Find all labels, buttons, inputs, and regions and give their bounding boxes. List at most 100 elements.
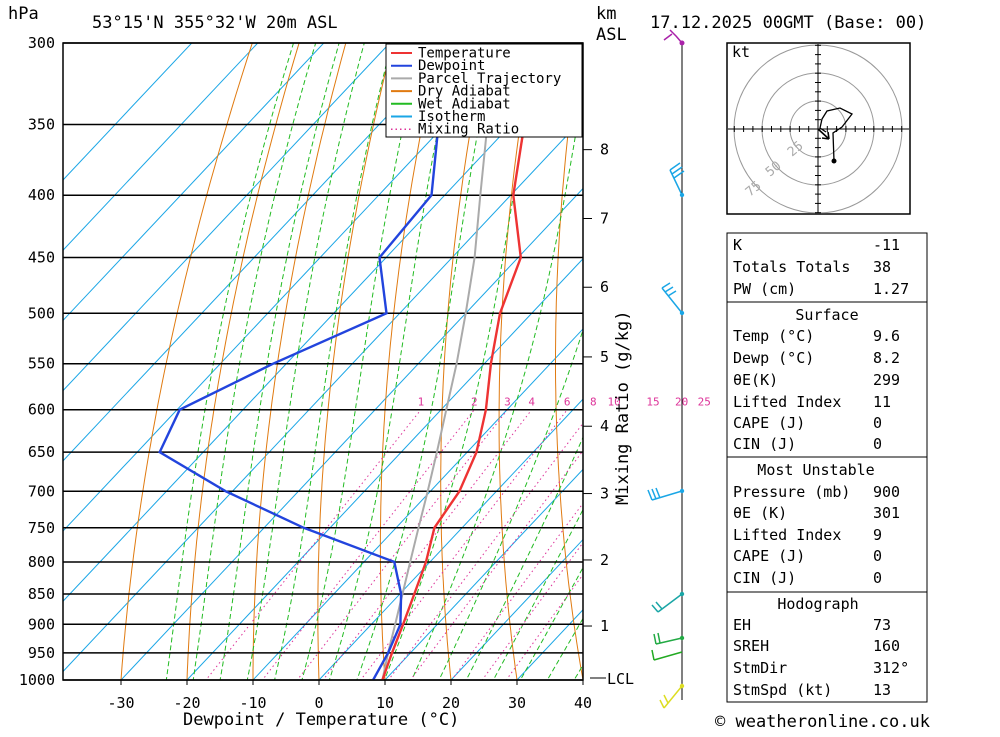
height-tick-label: 2 — [600, 551, 609, 569]
surface-dewp-value: 8.2 — [873, 349, 900, 367]
profile-series — [160, 43, 542, 680]
lcl-label: LCL — [607, 670, 634, 688]
pressure-tick-label: 800 — [28, 553, 55, 571]
mixing-ratio-line — [488, 410, 705, 706]
hodo-stmspd-value: 13 — [873, 681, 891, 699]
hodo-stmspd-label: StmSpd (kt) — [733, 681, 832, 699]
temperature-line — [382, 43, 541, 680]
wind-dot-850 — [680, 592, 684, 596]
hodograph-surface-point — [832, 159, 837, 164]
unit-asl: ASL — [596, 25, 627, 45]
temperature-tick-label: -30 — [107, 694, 134, 712]
temperature-tick-label: 30 — [508, 694, 526, 712]
surface-thetae-value: 299 — [873, 371, 900, 389]
mixing-ratio-label: 6 — [564, 396, 571, 409]
index-tt-value: 38 — [873, 258, 891, 276]
hodo-sreh-value: 160 — [873, 637, 900, 655]
wind-barb-850 — [652, 594, 682, 612]
pressure-tick-label: 450 — [28, 249, 55, 267]
copyright: © weatheronline.co.uk — [715, 712, 930, 732]
temperature-tick-label: 40 — [574, 694, 592, 712]
surface-title: Surface — [795, 306, 858, 324]
mixing-ratio-labels: 12346810152025 — [418, 396, 711, 409]
hodograph-unit: kt — [732, 43, 750, 61]
plot-frame — [63, 43, 583, 680]
pressure-tick-label: 900 — [28, 615, 55, 633]
pressure-tick-label: 950 — [28, 644, 55, 662]
mu-title: Most Unstable — [757, 461, 874, 479]
mixing-ratio-label: 3 — [504, 396, 511, 409]
wind-profile — [648, 30, 685, 708]
mixing-ratio-label: 15 — [646, 396, 659, 409]
index-tt-label: Totals Totals — [733, 258, 850, 276]
x-axis-title: Dewpoint / Temperature (°C) — [183, 710, 459, 730]
mixing-ratio-axis-title: Mixing Ratio (g/kg) — [613, 311, 633, 505]
mixing-ratio-line — [463, 410, 681, 706]
height-tick-label: 5 — [600, 348, 609, 366]
unit-km: km — [596, 4, 616, 24]
index-k-label: K — [733, 236, 742, 254]
mixing-ratio-label: 2 — [471, 396, 478, 409]
wind-dot-500 — [680, 311, 684, 315]
index-k-value: -11 — [873, 236, 900, 254]
pressure-tick-label: 350 — [28, 116, 55, 134]
index-pw-label: PW (cm) — [733, 280, 796, 298]
surface-temp-label: Temp (°C) — [733, 327, 814, 345]
mixing-ratio-line — [303, 410, 531, 706]
pressure-tick-label: 500 — [28, 304, 55, 322]
datetime-title: 17.12.2025 00GMT (Base: 00) — [650, 13, 926, 33]
height-tick-label: 1 — [600, 617, 609, 635]
hodo-eh-value: 73 — [873, 616, 891, 634]
hodograph: kt 25 50 75 — [727, 43, 910, 214]
pressure-tick-label: 1000 — [19, 671, 55, 689]
wet-adiabat-line — [163, 0, 325, 706]
pressure-tick-label: 300 — [28, 34, 55, 52]
wind-barb-925 — [654, 633, 682, 644]
surface-thetae-label: θE(K) — [733, 371, 778, 389]
pressure-axis: 3003504004505005506006507007508008509009… — [19, 34, 55, 689]
height-tick-label: 8 — [600, 141, 609, 159]
surface-cape-value: 0 — [873, 414, 882, 432]
dry-adiabat-line — [119, 0, 285, 706]
surface-li-label: Lifted Index — [733, 393, 841, 411]
wind-barb-1000 — [660, 686, 682, 708]
dry-adiabat-line — [951, 0, 1000, 706]
wind-barb-950 — [652, 650, 682, 660]
mixing-ratio-label: 25 — [698, 396, 711, 409]
height-tick-label: 4 — [600, 417, 609, 435]
surface-cape-label: CAPE (J) — [733, 414, 805, 432]
wind-barb-500 — [662, 283, 682, 313]
surface-dewp-label: Dewp (°C) — [733, 349, 814, 367]
mu-pressure-value: 900 — [873, 483, 900, 501]
hodo-stmdir-label: StmDir — [733, 659, 787, 677]
index-pw-value: 1.27 — [873, 280, 909, 298]
mu-cin-value: 0 — [873, 569, 882, 587]
pressure-tick-label: 700 — [28, 482, 55, 500]
surface-cin-value: 0 — [873, 435, 882, 453]
pressure-tick-label: 850 — [28, 585, 55, 603]
pressure-tick-label: 550 — [28, 355, 55, 373]
wind-dot-925 — [680, 636, 684, 640]
height-tick-label: 7 — [600, 209, 609, 227]
dry-adiabat-line — [663, 0, 721, 706]
hodograph-table-title: Hodograph — [777, 595, 858, 613]
mixing-ratio-label: 8 — [590, 396, 597, 409]
wind-dot-1000 — [680, 684, 684, 688]
surface-li-value: 11 — [873, 393, 891, 411]
wind-dot-700 — [680, 489, 684, 493]
mixing-ratio-line — [242, 410, 474, 706]
mu-li-label: Lifted Index — [733, 526, 841, 544]
mu-li-value: 9 — [873, 526, 882, 544]
surface-temp-value: 9.6 — [873, 327, 900, 345]
pressure-gridlines — [63, 43, 583, 680]
pressure-tick-label: 750 — [28, 519, 55, 537]
mixing-ratio-line — [341, 410, 567, 706]
wind-dot-400 — [680, 193, 684, 197]
mu-cin-label: CIN (J) — [733, 569, 796, 587]
location-title: 53°15'N 355°32'W 20m ASL — [92, 13, 338, 33]
wind-barb-700 — [648, 488, 682, 500]
